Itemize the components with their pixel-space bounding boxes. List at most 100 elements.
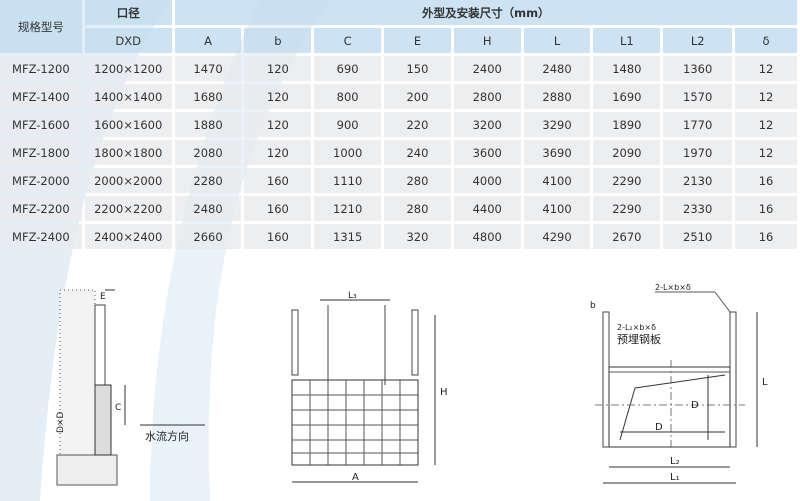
- table-cell: 1470: [174, 56, 242, 81]
- label-l: L: [762, 377, 768, 388]
- table-cell: 12: [735, 112, 797, 137]
- installation-drawing: b 2-L×b×δ 2-L₂×b×δ 预埋钢板 D D L L₂ L₁: [590, 283, 768, 484]
- label-h: H: [440, 387, 448, 398]
- table-cell: 16: [735, 224, 797, 249]
- table-cell: 16: [735, 168, 797, 193]
- table-cell: 1315: [314, 224, 382, 249]
- table-cell: 2330: [663, 196, 733, 221]
- table-cell: 800: [314, 84, 382, 109]
- table-row: MFZ-2000 2000×2000 2280 160 1110 280 4000 4100 2…: [0, 168, 797, 193]
- table-cell: 1210: [314, 196, 382, 221]
- column-header: L2: [663, 28, 733, 53]
- table-cell: 1480: [593, 56, 661, 81]
- column-header: C: [314, 28, 382, 53]
- table-cell: MFZ-1400: [0, 84, 82, 109]
- table-cell: 2400: [453, 56, 521, 81]
- table-cell: MFZ-1600: [0, 112, 82, 137]
- table-cell: 160: [244, 196, 312, 221]
- table-row: MFZ-2200 2200×2200 2480 160 1210 280 4400 4100 2…: [0, 196, 797, 221]
- table-cell: MFZ-2000: [0, 168, 82, 193]
- table-cell: 3290: [523, 112, 591, 137]
- label-c: C: [115, 403, 121, 413]
- table-cell: 1680: [174, 84, 242, 109]
- table-cell: 1000: [314, 140, 382, 165]
- table-cell: 120: [244, 140, 312, 165]
- table-cell: 4800: [453, 224, 521, 249]
- table-cell: 2290: [593, 168, 661, 193]
- table-cell: 3200: [453, 112, 521, 137]
- table-cell: 1970: [663, 140, 733, 165]
- table-cell: 1360: [663, 56, 733, 81]
- table-cell: 1800×1800: [84, 140, 172, 165]
- table-cell: 1400×1400: [84, 84, 172, 109]
- label-d-vertical: D: [691, 400, 699, 411]
- label-dxd: D×D: [56, 412, 66, 433]
- header-model: 规格型号: [0, 0, 82, 53]
- table-cell: 12: [735, 56, 797, 81]
- table-row: MFZ-1200 1200×1200 1470 120 690 150 2400 2480 14…: [0, 56, 797, 81]
- table-cell: 1880: [174, 112, 242, 137]
- table-row: MFZ-1400 1400×1400 1680 120 800 200 2800 2880 16…: [0, 84, 797, 109]
- table-cell: 240: [384, 140, 451, 165]
- table-cell: 160: [244, 168, 312, 193]
- label-flow-direction: 水流方向: [145, 429, 189, 443]
- table-cell: 4290: [523, 224, 591, 249]
- table-row: MFZ-1600 1600×1600 1880 120 900 220 3200 3290 18…: [0, 112, 797, 137]
- table-cell: 12: [735, 140, 797, 165]
- label-a: A: [352, 472, 359, 483]
- table-cell: 12: [735, 84, 797, 109]
- column-header: A: [174, 28, 242, 53]
- label-l3: L₃: [348, 291, 357, 301]
- column-header: δ: [735, 28, 797, 53]
- table-cell: MFZ-2200: [0, 196, 82, 221]
- table-cell: 2200×2200: [84, 196, 172, 221]
- table-cell: 2000×2000: [84, 168, 172, 193]
- table-cell: 900: [314, 112, 382, 137]
- label-e: E: [100, 292, 106, 302]
- table-cell: 320: [384, 224, 451, 249]
- label-angle: 2-L×b×δ: [655, 283, 691, 292]
- table-cell: 1570: [663, 84, 733, 109]
- table-row: MFZ-1800 1800×1800 2080 120 1000 240 3600 3690 2…: [0, 140, 797, 165]
- column-header: b: [244, 28, 312, 53]
- table-cell: 280: [384, 168, 451, 193]
- table-cell: 4000: [453, 168, 521, 193]
- table-cell: 3690: [523, 140, 591, 165]
- label-l2: L₂: [670, 456, 680, 467]
- table-cell: 280: [384, 196, 451, 221]
- table-cell: 200: [384, 84, 451, 109]
- table-cell: 120: [244, 112, 312, 137]
- table-cell: 2480: [174, 196, 242, 221]
- table-cell: 1890: [593, 112, 661, 137]
- label-b: b: [590, 301, 596, 311]
- table-cell: 2510: [663, 224, 733, 249]
- table-cell: 690: [314, 56, 382, 81]
- table-cell: 4100: [523, 168, 591, 193]
- table-cell: 1110: [314, 168, 382, 193]
- table-cell: 1770: [663, 112, 733, 137]
- header-bore: 口径: [84, 0, 172, 25]
- table-cell: 2800: [453, 84, 521, 109]
- table-cell: 150: [384, 56, 451, 81]
- table-cell: 2290: [593, 196, 661, 221]
- column-header: H: [453, 28, 521, 53]
- column-header: L1: [593, 28, 661, 53]
- column-header: L: [523, 28, 591, 53]
- label-l1: L₁: [670, 472, 680, 483]
- table-row: MFZ-2400 2400×2400 2660 160 1315 320 4800 4290 2…: [0, 224, 797, 249]
- table-cell: 1200×1200: [84, 56, 172, 81]
- table-cell: 160: [244, 224, 312, 249]
- table-cell: 3600: [453, 140, 521, 165]
- column-header: E: [384, 28, 451, 53]
- table-cell: 2670: [593, 224, 661, 249]
- table-cell: 2880: [523, 84, 591, 109]
- header-dimensions: 外型及安装尺寸（mm）: [174, 0, 797, 25]
- label-d-horizontal: D: [655, 422, 663, 433]
- table-cell: MFZ-1200: [0, 56, 82, 81]
- table-cell: 1690: [593, 84, 661, 109]
- label-embedded-plate: 预埋钢板: [617, 332, 661, 346]
- table-cell: 120: [244, 84, 312, 109]
- table-cell: MFZ-2400: [0, 224, 82, 249]
- table-cell: 2280: [174, 168, 242, 193]
- column-header: DXD: [84, 28, 172, 53]
